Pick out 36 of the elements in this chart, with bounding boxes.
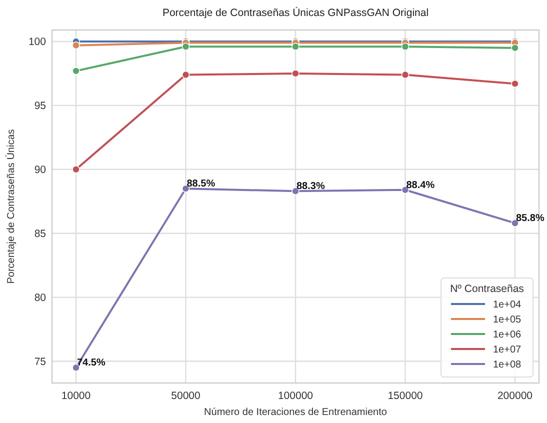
point <box>401 42 410 51</box>
point <box>182 42 190 51</box>
x-axis-title: Número de Iteraciones de Entrenamiento <box>204 407 388 418</box>
y-tick-label: 75 <box>34 356 46 368</box>
legend-label: 1e+08 <box>493 360 522 370</box>
point <box>72 41 80 50</box>
legend-title: Nº Contraseñas <box>450 283 524 295</box>
y-tick-label: 80 <box>34 292 46 304</box>
y-axis-title: Porcentaje de Contraseñas Únicas <box>5 129 17 284</box>
data-label: 88.5% <box>186 178 216 190</box>
x-tick-label: 10000 <box>61 390 91 402</box>
point <box>292 70 300 78</box>
point <box>182 70 190 79</box>
point <box>72 67 80 75</box>
legend-label: 1e+07 <box>493 344 522 356</box>
y-tick-label: 85 <box>34 228 46 240</box>
legend-label: 1e+05 <box>493 314 522 326</box>
data-label: 88.3% <box>296 181 325 192</box>
data-label: 88.4% <box>406 180 435 191</box>
chart-title: Porcentaje de Contraseñas Únicas GNPassGAN Original <box>162 6 429 19</box>
y-tick-label: 95 <box>34 100 46 112</box>
point <box>511 80 519 88</box>
point <box>511 44 519 52</box>
x-tick-label: 50000 <box>171 390 201 402</box>
legend-label: 1e+04 <box>493 300 522 310</box>
y-tick-label: 100 <box>28 36 46 48</box>
point <box>401 70 410 79</box>
data-label: 85.8% <box>516 213 544 224</box>
x-tick-label: 200000 <box>497 390 533 402</box>
point <box>72 166 80 174</box>
x-tick-label: 100000 <box>278 390 314 402</box>
legend-label: 1e+06 <box>493 330 522 340</box>
data-label: 74.5% <box>77 358 106 369</box>
point <box>292 42 300 51</box>
x-tick-label: 150000 <box>388 390 423 402</box>
y-tick-label: 90 <box>34 164 46 176</box>
